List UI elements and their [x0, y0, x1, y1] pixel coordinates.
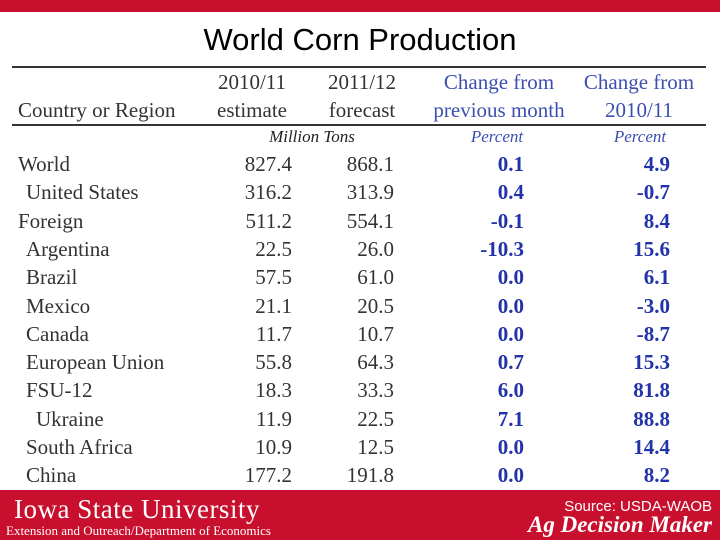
row-name: Ukraine [36, 406, 104, 431]
row-value-2010: 22.5 [255, 236, 292, 261]
row-value-2011: 64.3 [357, 350, 394, 375]
table-row: Ukraine 11.9 22.5 7.1 88.8 [12, 405, 706, 433]
row-change-year: 8.2 [643, 463, 670, 488]
table-row: Canada 11.7 10.7 0.0 -8.7 [12, 320, 706, 348]
table-row: Argentina 22.5 26.0 -10.3 15.6 [12, 235, 706, 263]
table-row: United States 316.2 313.9 0.4 -0.7 [12, 178, 706, 206]
row-change-year: -3.0 [636, 293, 670, 318]
table-row: China 177.2 191.8 0.0 8.2 [12, 461, 706, 489]
row-value-2011: 12.5 [357, 435, 394, 459]
row-value-2011: 554.1 [346, 208, 394, 233]
row-value-2010: 177.2 [244, 463, 292, 488]
row-value-2011: 313.9 [346, 180, 394, 205]
row-value-2011: 191.8 [346, 463, 394, 488]
row-change-month: 0.0 [497, 435, 524, 459]
header-2010-line2: estimate [217, 98, 287, 122]
row-name: World [18, 152, 70, 176]
row-name: Canada [26, 321, 89, 346]
header-change-year-line2: 2010/11 [604, 98, 674, 122]
row-change-month: -0.1 [490, 208, 524, 233]
units-percent-month: Percent [470, 127, 524, 146]
header-change-year-line1: Change from [583, 70, 695, 94]
row-name: China [26, 463, 77, 488]
row-value-2011: 33.3 [357, 378, 394, 403]
row-change-year: 81.8 [633, 378, 670, 403]
row-value-2010: 11.9 [256, 406, 292, 431]
row-name: Mexico [26, 293, 91, 318]
department-text: Extension and Outreach/Department of Eco… [6, 523, 271, 538]
row-value-2011: 61.0 [357, 265, 394, 290]
table-header-rule [12, 124, 706, 126]
table-row: South Africa 10.9 12.5 0.0 14.4 [12, 433, 706, 461]
row-name: South Africa [26, 435, 133, 459]
iowa-state-university-logo: Iowa State University [14, 494, 260, 524]
row-name: Foreign [18, 208, 84, 233]
top-accent-bar [0, 0, 720, 12]
row-change-month: 0.0 [497, 265, 524, 290]
row-value-2010: 57.5 [255, 265, 292, 290]
row-name: FSU-12 [26, 378, 93, 403]
row-value-2010: 827.4 [244, 152, 292, 176]
row-value-2011: 868.1 [346, 152, 394, 176]
source-text: Source: USDA-WAOB [564, 498, 712, 515]
row-value-2010: 316.2 [244, 180, 292, 205]
row-change-month: 0.7 [497, 350, 524, 375]
row-name: Argentina [26, 236, 110, 261]
row-change-year: -8.7 [636, 321, 670, 346]
footer-bar: Iowa State University Extension and Outr… [0, 490, 720, 540]
table-row: European Union 55.8 64.3 0.7 15.3 [12, 348, 706, 376]
row-change-year: 88.8 [633, 406, 670, 431]
slide-title: World Corn Production [203, 22, 517, 57]
table-row: Foreign 511.2 554.1 -0.1 8.4 [12, 207, 706, 235]
row-value-2010: 55.8 [255, 350, 292, 375]
table-row: World 827.4 868.1 0.1 4.9 [12, 150, 706, 178]
ag-decision-maker-logo: Ag Decision Maker [528, 512, 712, 537]
row-name: United States [26, 180, 139, 205]
header-2010-line1: 2010/11 [217, 70, 287, 94]
header-change-month-line1: Change from [443, 70, 555, 94]
units-percent-year: Percent [613, 127, 667, 146]
row-value-2010: 21.1 [255, 293, 292, 318]
table-row: Mexico 21.1 20.5 0.0 -3.0 [12, 292, 706, 320]
row-value-2010: 511.2 [245, 208, 292, 233]
units-million-tons: Million Tons [269, 127, 355, 146]
row-value-2011: 10.7 [357, 321, 394, 346]
row-change-month: 0.0 [497, 293, 524, 318]
row-value-2010: 18.3 [255, 378, 292, 403]
row-name: European Union [26, 350, 165, 375]
header-change-month-line2: previous month [433, 98, 565, 122]
header-2011-line2: forecast [328, 98, 396, 122]
row-change-month: 0.4 [497, 180, 524, 205]
row-change-month: 7.1 [497, 406, 524, 431]
table-top-rule [12, 66, 706, 68]
table-row: FSU-12 18.3 33.3 6.0 81.8 [12, 376, 706, 404]
row-change-year: 15.6 [633, 236, 670, 261]
row-change-year: 6.1 [643, 265, 670, 290]
row-change-month: -10.3 [480, 236, 524, 261]
row-change-year: 15.3 [633, 350, 670, 375]
row-name: Brazil [26, 265, 78, 290]
row-change-year: 14.4 [633, 435, 670, 459]
header-2011-line1: 2011/12 [327, 70, 397, 94]
row-change-month: 0.0 [497, 321, 524, 346]
row-change-month: 6.0 [497, 378, 524, 403]
corn-production-table: Country or Region 2010/11 estimate 2011/… [12, 66, 706, 490]
row-change-month: 0.0 [497, 463, 524, 488]
row-value-2011: 22.5 [357, 406, 394, 431]
row-value-2010: 10.9 [255, 435, 292, 459]
row-value-2010: 11.7 [256, 321, 292, 346]
row-change-year: 8.4 [643, 208, 670, 233]
header-country: Country or Region [18, 98, 176, 122]
row-change-month: 0.1 [497, 152, 524, 176]
row-change-year: -0.7 [636, 180, 670, 205]
row-value-2011: 26.0 [357, 236, 394, 261]
table-row: Brazil 57.5 61.0 0.0 6.1 [12, 263, 706, 291]
row-change-year: 4.9 [643, 152, 670, 176]
row-value-2011: 20.5 [357, 293, 394, 318]
